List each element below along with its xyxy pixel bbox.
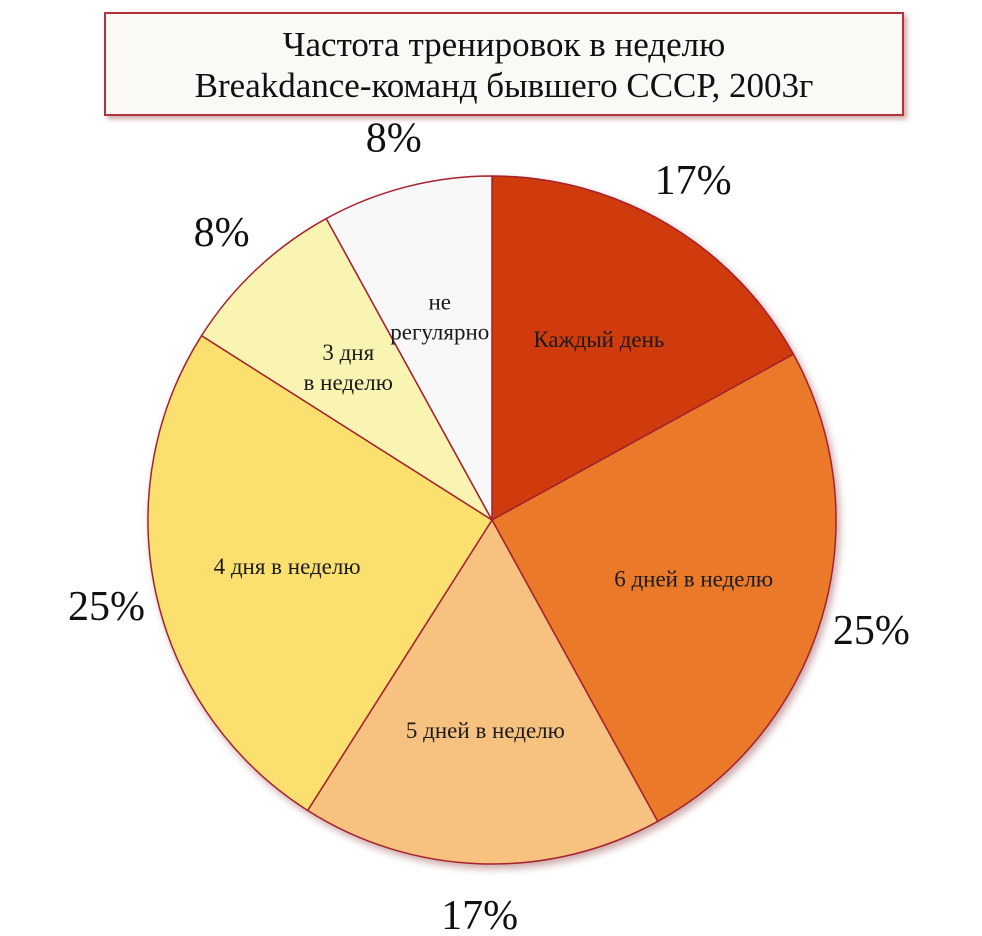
slice-label-line: не: [429, 290, 452, 315]
pie-slice-5: [325, 175, 493, 521]
slice-label-line: 5 дней в неделю: [406, 718, 565, 743]
slice-label-line: 3 дня: [322, 340, 374, 365]
percent-label-4: 8%: [194, 210, 250, 256]
slice-label-2: 5 дней в неделю: [406, 718, 565, 743]
slice-label-line: в неделю: [304, 370, 393, 395]
percent-label-0: 17%: [655, 158, 732, 204]
percent-label-2: 17%: [441, 893, 518, 936]
slice-label-line: 4 дня в неделю: [214, 554, 361, 579]
slice-label-1: 6 дней в неделю: [614, 567, 773, 592]
chart-title-line-1: Частота тренировок в неделю: [282, 25, 726, 64]
pie-slice-1: [491, 353, 837, 823]
chart-title-line-2: Breakdance-команд бывшего СССР, 2003г: [194, 66, 814, 105]
percent-label-3: 25%: [68, 584, 145, 630]
pie-slice-0: [491, 175, 795, 521]
slice-label-4: 3 дня в неделю: [304, 340, 393, 395]
pie-slice-3: [147, 334, 493, 812]
slice-label-5: не регулярно: [390, 290, 489, 345]
percent-label-5: 8%: [366, 115, 422, 161]
pie-slice-4: [200, 217, 493, 521]
slice-label-0: Каждый день: [533, 327, 664, 352]
slice-label-line: регулярно: [390, 320, 489, 345]
chart-title-box: Частота тренировок в неделю Breakdance-к…: [104, 12, 904, 116]
slice-label-line: 6 дней в неделю: [614, 567, 773, 592]
slice-label-line: Каждый день: [533, 327, 664, 352]
pie-slice-2: [306, 519, 659, 865]
percent-label-1: 25%: [833, 608, 910, 654]
slice-label-3: 4 дня в неделю: [214, 554, 361, 579]
pie-slices: [147, 175, 837, 865]
